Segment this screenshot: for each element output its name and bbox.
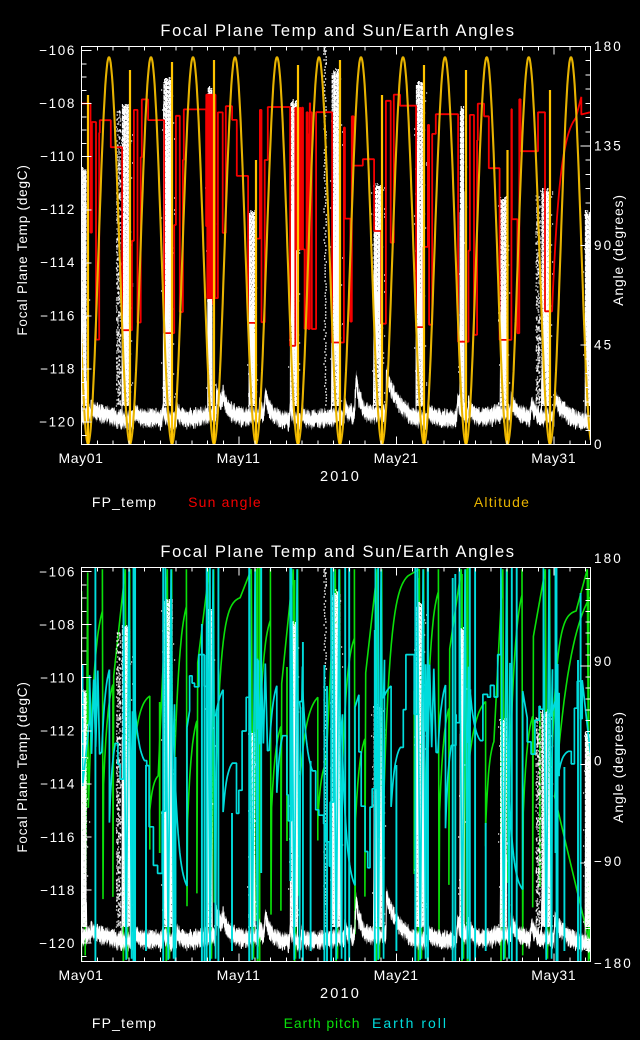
svg-text:−114: −114: [40, 777, 76, 792]
svg-text:Focal Plane Temp (degC): Focal Plane Temp (degC): [15, 164, 30, 335]
svg-text:−90: −90: [594, 854, 623, 869]
svg-text:−180: −180: [594, 956, 633, 971]
svg-text:May21: May21: [374, 450, 419, 466]
svg-text:May31: May31: [531, 967, 576, 983]
svg-text:Angle (degrees): Angle (degrees): [610, 711, 626, 823]
svg-text:−114: −114: [40, 255, 76, 270]
svg-text:Focal Plane Temp and Sun/Earth: Focal Plane Temp and Sun/Earth Angles: [160, 543, 515, 561]
svg-text:−112: −112: [40, 202, 76, 217]
svg-text:Focal Plane Temp (degC): Focal Plane Temp (degC): [15, 681, 30, 852]
svg-text:May11: May11: [217, 450, 261, 466]
svg-text:Earth pitch: Earth pitch: [284, 1015, 361, 1031]
svg-text:90: 90: [594, 238, 613, 253]
svg-text:Sun angle: Sun angle: [188, 494, 262, 510]
svg-text:2010: 2010: [320, 469, 361, 485]
svg-text:FP_temp: FP_temp: [92, 1015, 157, 1031]
svg-text:−112: −112: [40, 724, 76, 739]
svg-text:−108: −108: [39, 617, 76, 632]
svg-text:0: 0: [594, 753, 604, 768]
svg-text:180: 180: [594, 39, 623, 54]
svg-text:May21: May21: [374, 967, 419, 983]
svg-text:−106: −106: [39, 564, 76, 579]
svg-text:May01: May01: [58, 967, 103, 983]
svg-text:FP_temp: FP_temp: [92, 494, 157, 510]
svg-text:Angle (degrees): Angle (degrees): [610, 194, 626, 306]
svg-text:Focal Plane Temp and Sun/Earth: Focal Plane Temp and Sun/Earth Angles: [160, 22, 515, 40]
svg-text:90: 90: [594, 654, 613, 669]
svg-text:−110: −110: [40, 149, 76, 164]
svg-text:−120: −120: [39, 415, 76, 430]
svg-text:45: 45: [594, 337, 613, 352]
svg-text:−116: −116: [40, 830, 76, 845]
svg-text:−110: −110: [40, 671, 76, 686]
svg-text:May11: May11: [217, 967, 261, 983]
svg-text:180: 180: [594, 551, 623, 566]
svg-text:−108: −108: [39, 96, 76, 111]
svg-text:−116: −116: [40, 308, 76, 323]
svg-text:−120: −120: [39, 936, 76, 951]
svg-text:−118: −118: [40, 883, 76, 898]
svg-text:135: 135: [594, 138, 623, 153]
svg-text:0: 0: [594, 437, 604, 452]
svg-text:−118: −118: [40, 361, 76, 376]
svg-text:May31: May31: [531, 450, 576, 466]
svg-text:2010: 2010: [320, 986, 361, 1002]
svg-text:−106: −106: [39, 43, 76, 58]
svg-text:May01: May01: [58, 450, 103, 466]
svg-text:Altitude: Altitude: [474, 494, 530, 510]
svg-text:Earth roll: Earth roll: [372, 1015, 448, 1031]
